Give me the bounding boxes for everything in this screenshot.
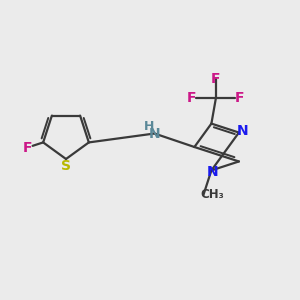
Text: N: N (149, 127, 160, 140)
Text: N: N (237, 124, 248, 138)
Text: H: H (144, 120, 154, 134)
Text: F: F (211, 72, 220, 86)
Text: F: F (187, 91, 196, 105)
Text: N: N (207, 165, 219, 179)
Text: F: F (235, 91, 244, 105)
Text: F: F (23, 140, 32, 154)
Text: S: S (61, 159, 71, 172)
Text: CH₃: CH₃ (200, 188, 224, 201)
